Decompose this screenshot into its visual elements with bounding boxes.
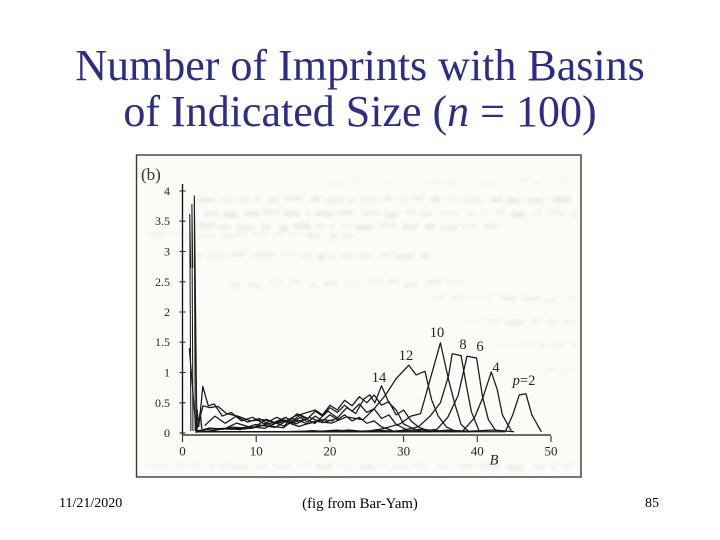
svg-text:8: 8 xyxy=(459,337,466,353)
svg-text:14: 14 xyxy=(372,370,387,386)
svg-text:20: 20 xyxy=(323,444,336,459)
svg-text:p=2: p=2 xyxy=(512,373,536,389)
svg-text:30: 30 xyxy=(397,444,410,459)
svg-text:B: B xyxy=(490,453,499,469)
svg-text:10: 10 xyxy=(430,325,445,341)
svg-text:2.5: 2.5 xyxy=(155,275,170,289)
svg-text:40: 40 xyxy=(471,444,484,459)
svg-text:4: 4 xyxy=(164,184,170,198)
svg-text:3.5: 3.5 xyxy=(155,214,170,228)
svg-text:1.5: 1.5 xyxy=(155,335,170,349)
svg-text:6: 6 xyxy=(476,339,483,355)
svg-text:50: 50 xyxy=(545,444,558,459)
svg-text:4: 4 xyxy=(492,360,500,376)
svg-text:0: 0 xyxy=(179,444,186,459)
svg-text:10: 10 xyxy=(250,444,263,459)
svg-text:0: 0 xyxy=(164,426,170,440)
svg-text:3: 3 xyxy=(164,245,170,259)
svg-text:2: 2 xyxy=(164,305,170,319)
svg-text:12: 12 xyxy=(399,348,414,364)
svg-text:0.5: 0.5 xyxy=(155,396,170,410)
svg-text:(b): (b) xyxy=(141,165,161,184)
svg-text:1: 1 xyxy=(164,366,170,380)
